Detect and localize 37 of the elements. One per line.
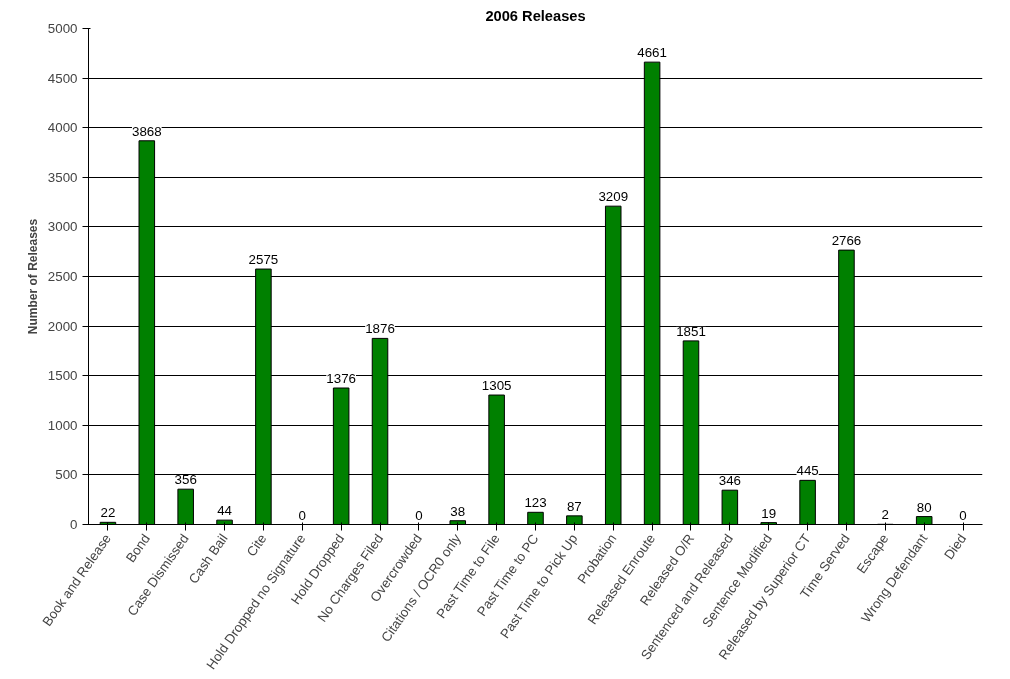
x-tick-label: Cite (243, 531, 270, 560)
y-tick-label: 2500 (47, 269, 78, 284)
y-tick-label: 4500 (47, 70, 78, 86)
data-label: 346 (718, 473, 741, 489)
y-tick-label: 1000 (47, 417, 78, 433)
y-tick-label: 3000 (47, 219, 78, 235)
data-label: 44 (217, 503, 233, 519)
data-label: 3868 (131, 123, 162, 139)
data-label: 22 (100, 505, 116, 521)
y-tick-label: 500 (55, 467, 78, 483)
data-label: 1305 (481, 378, 512, 394)
data-label: 445 (796, 463, 819, 479)
y-axis-title: Number of Releases (25, 218, 40, 335)
data-label: 1876 (365, 321, 395, 337)
y-tick-label: 1500 (47, 368, 78, 384)
y-tick-label: 0 (70, 517, 78, 532)
data-label: 4661 (637, 45, 667, 61)
data-label: 3209 (598, 189, 629, 205)
y-tick-label: 3500 (47, 169, 78, 185)
y-tick-label: 5000 (47, 21, 78, 36)
data-label: 19 (761, 505, 777, 521)
data-label: 87 (566, 498, 582, 514)
data-label: 0 (298, 507, 306, 523)
data-label: 1851 (676, 323, 706, 339)
data-label: 38 (450, 503, 466, 519)
data-label: 2766 (831, 233, 862, 249)
data-label: 0 (415, 507, 423, 523)
data-label: 1376 (326, 371, 356, 386)
y-tick-label: 4000 (47, 120, 78, 136)
data-label: 2 (881, 507, 890, 523)
y-tick-label: 2000 (47, 318, 78, 334)
data-label: 356 (174, 472, 197, 488)
data-label: 123 (524, 495, 547, 511)
data-label: 2575 (248, 252, 279, 268)
data-label: 80 (916, 499, 932, 515)
data-label: 0 (959, 507, 967, 523)
chart-title: 2006 Releases (485, 7, 586, 24)
